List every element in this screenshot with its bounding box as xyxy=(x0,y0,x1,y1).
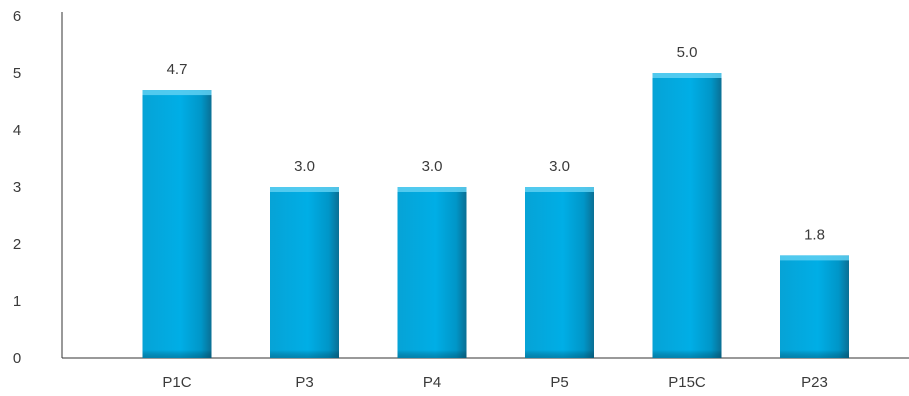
bar-p3 xyxy=(270,187,339,358)
x-tick-label-p1c: P1C xyxy=(162,374,191,391)
y-tick-label: 6 xyxy=(13,8,21,25)
x-tick-label-p23: P23 xyxy=(801,374,828,391)
y-tick-label: 3 xyxy=(13,179,21,196)
y-tick-label: 1 xyxy=(13,293,21,310)
bar-bottom-shade xyxy=(780,350,849,358)
x-tick-label-p3: P3 xyxy=(295,374,313,391)
x-tick-label-p4: P4 xyxy=(423,374,441,391)
y-tick-label: 4 xyxy=(13,122,21,139)
bars xyxy=(142,73,849,358)
y-tick-label: 5 xyxy=(13,65,21,82)
data-label-p5: 3.0 xyxy=(549,158,570,175)
data-label-p1c: 4.7 xyxy=(167,61,188,78)
bar-top-highlight xyxy=(780,255,849,261)
bar-top-highlight xyxy=(142,90,212,96)
y-tick-label: 0 xyxy=(13,350,21,367)
bar-body xyxy=(397,187,467,358)
data-labels: 4.7 3.0 3.0 3.0 5.0 1.8 xyxy=(167,44,825,243)
bar-body xyxy=(270,187,339,358)
data-label-p15c: 5.0 xyxy=(677,44,698,61)
bar-p1c xyxy=(142,90,212,358)
data-label-p3: 3.0 xyxy=(294,158,315,175)
data-label-p23: 1.8 xyxy=(804,226,825,243)
data-label-p4: 3.0 xyxy=(422,158,443,175)
bar-p23 xyxy=(780,255,849,358)
bar-bottom-shade xyxy=(397,350,467,358)
bar-p5 xyxy=(525,187,594,358)
y-tick-label: 2 xyxy=(13,236,21,253)
bar-body xyxy=(525,187,594,358)
bar-top-highlight xyxy=(652,73,722,78)
bar-p15c xyxy=(652,73,722,358)
bar-bottom-shade xyxy=(270,350,339,358)
x-tick-label-p5: P5 xyxy=(550,374,568,391)
x-tick-label-p15c: P15C xyxy=(668,374,706,391)
bar-top-highlight xyxy=(397,187,467,192)
bar-bottom-shade xyxy=(525,350,594,358)
bar-body xyxy=(652,73,722,358)
bar-body xyxy=(142,90,212,358)
x-axis: P1C P3 P4 P5 P15C P23 xyxy=(62,357,909,391)
bar-bottom-shade xyxy=(652,350,722,358)
y-axis: 0 1 2 3 4 5 6 xyxy=(13,8,63,367)
bar-top-highlight xyxy=(525,187,594,192)
bar-body xyxy=(780,255,849,358)
bar-p4 xyxy=(397,187,467,358)
bar-top-highlight xyxy=(270,187,339,192)
bar-bottom-shade xyxy=(142,350,212,358)
